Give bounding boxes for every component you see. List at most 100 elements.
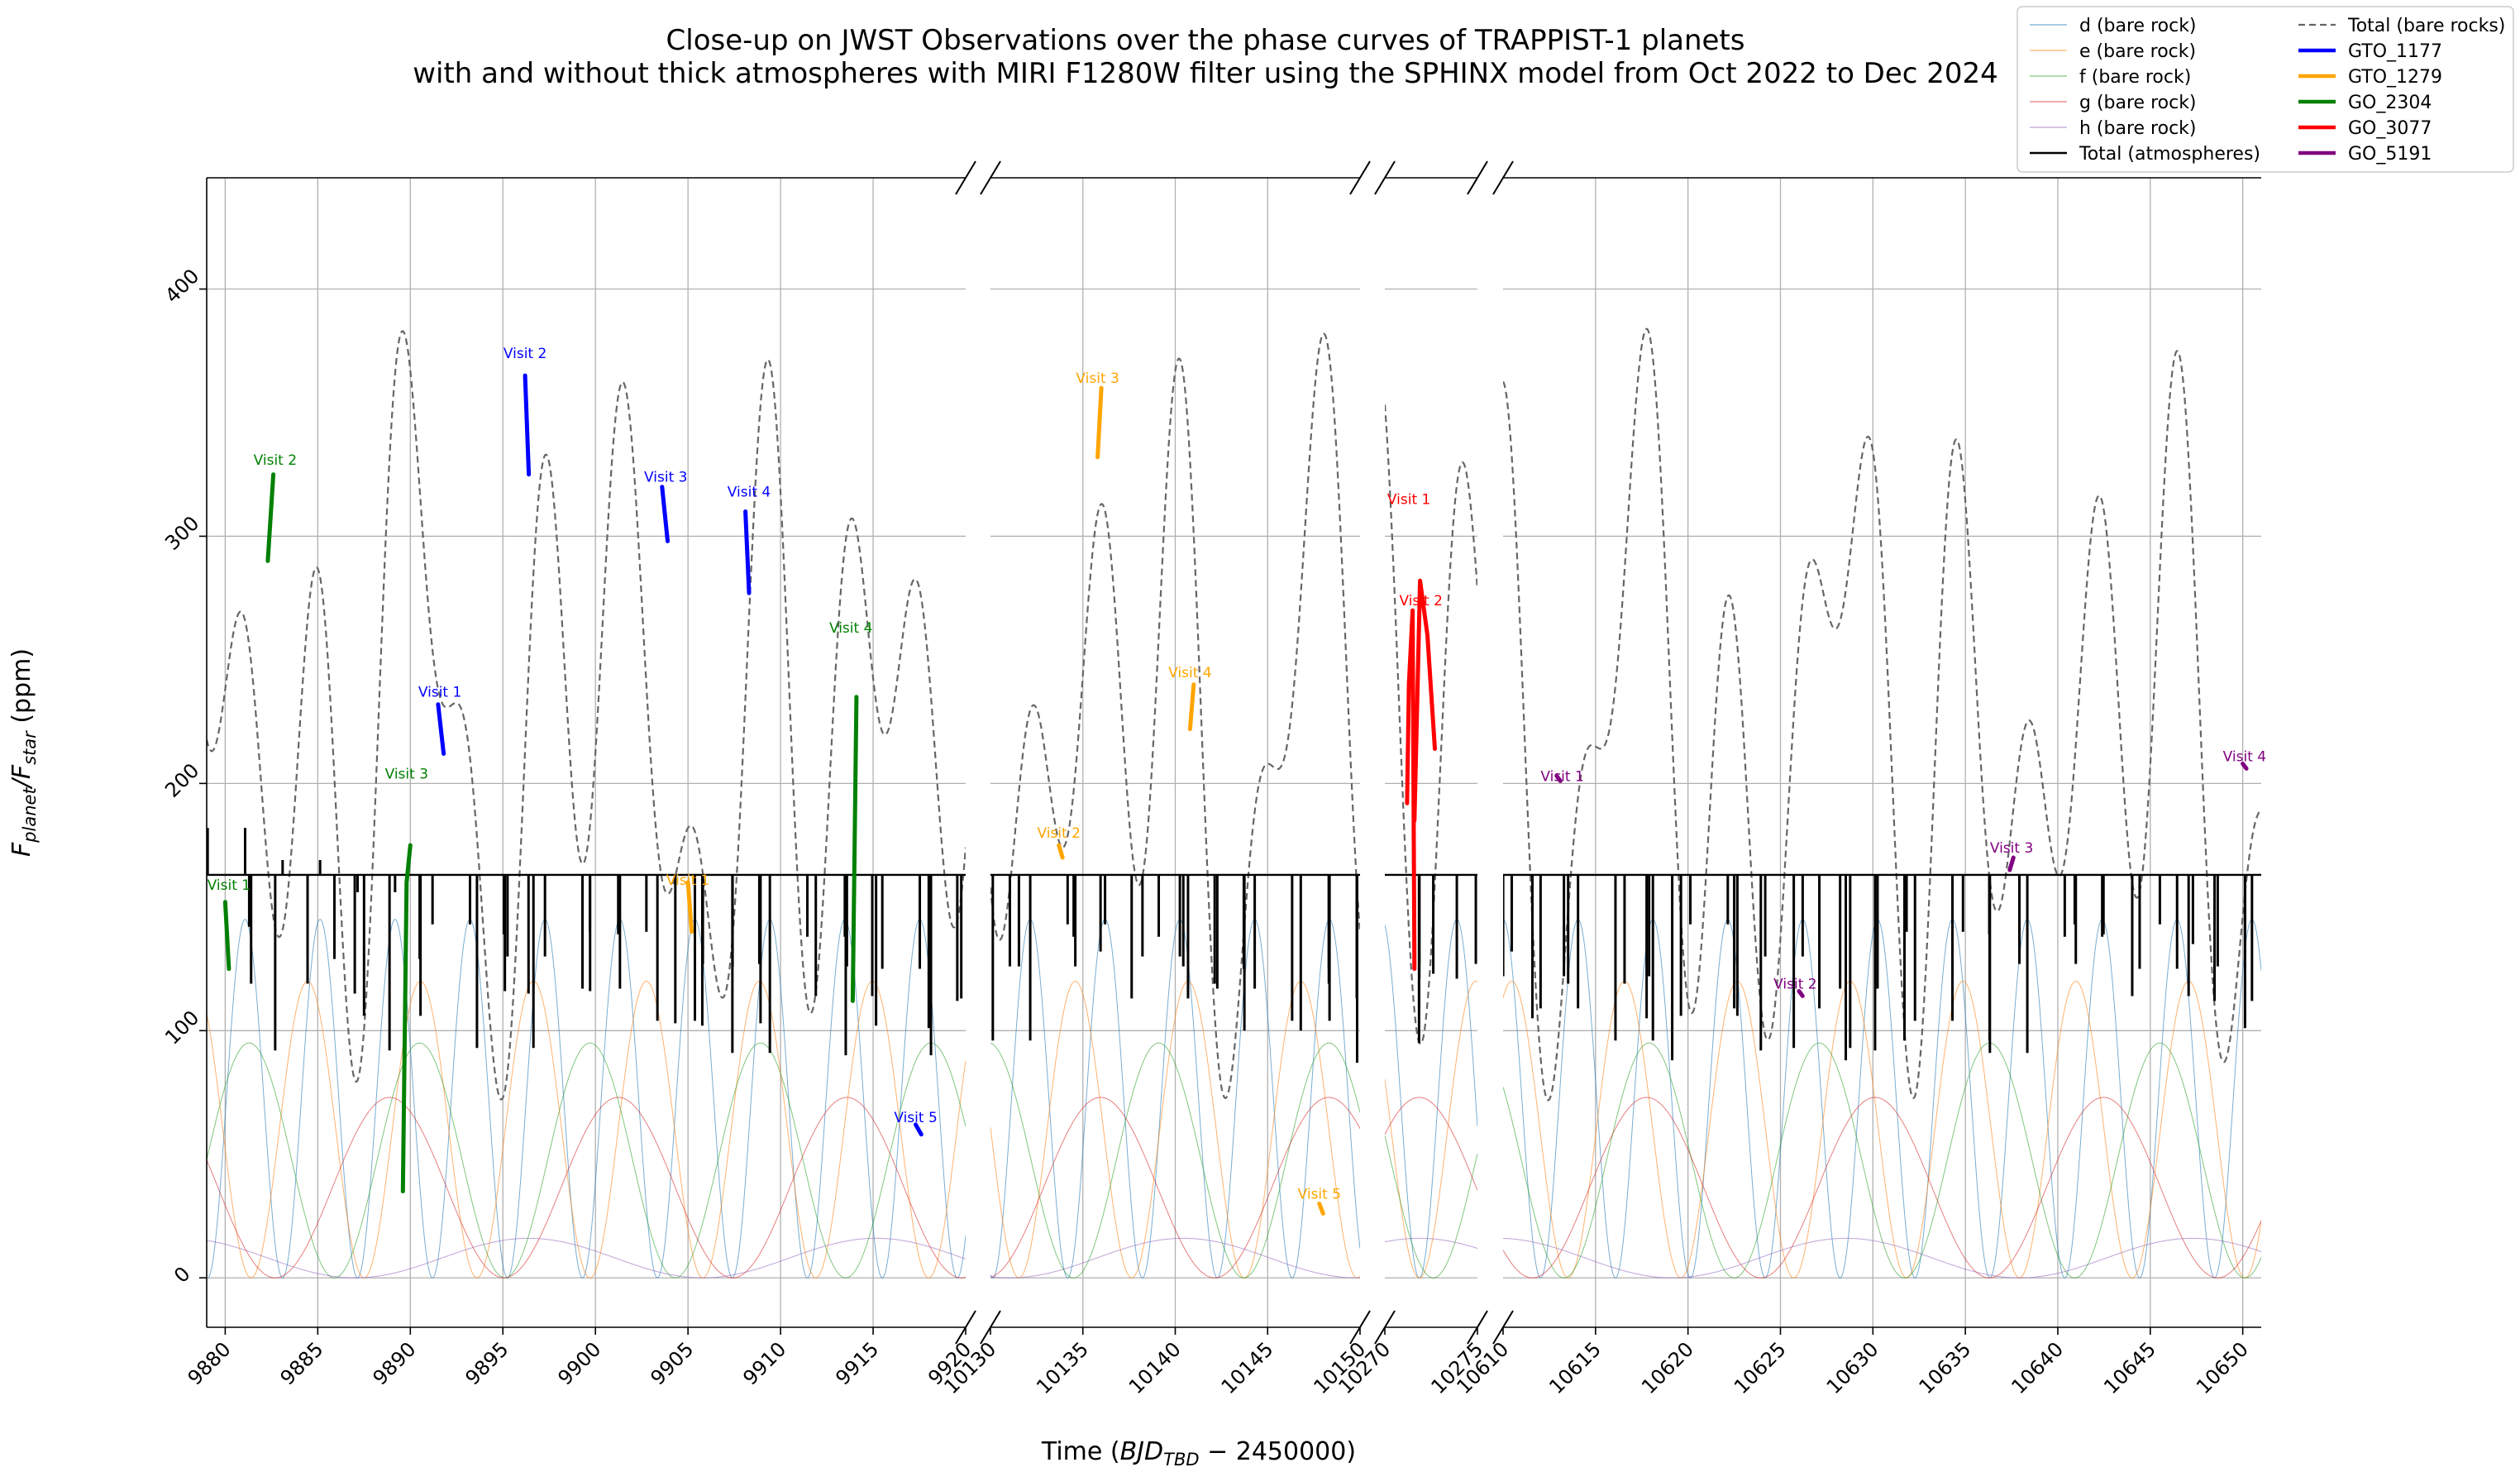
legend-label: GO_5191	[2348, 144, 2432, 165]
y-tick-label: 200	[160, 759, 203, 802]
title-line: Close-up on JWST Observations over the p…	[666, 24, 1745, 57]
visit-label: Visit 5	[1298, 1187, 1341, 1203]
planet-curve	[1385, 981, 1477, 1278]
x-tick-label: 9905	[646, 1337, 698, 1389]
planet-curve	[1385, 1097, 1477, 1191]
planet-curve	[207, 919, 966, 1278]
visit-label: Visit 2	[1037, 825, 1080, 842]
y-tick-label: 400	[160, 265, 203, 308]
legend-label: e (bare rock)	[2079, 41, 2196, 62]
legend-label: d (bare rock)	[2079, 16, 2197, 36]
visit-label: Visit 3	[1076, 370, 1119, 387]
observation-go_5191	[1797, 989, 1805, 998]
plot-area	[1385, 404, 1477, 1278]
observation-gto_1177	[660, 485, 670, 543]
chart-title: Close-up on JWST Observations over the p…	[413, 24, 1998, 90]
break-mark	[1374, 1310, 1396, 1345]
gridlines	[207, 178, 966, 1327]
observation-gto_1279	[1317, 1202, 1325, 1216]
total-bare-rocks-curve	[1503, 327, 2261, 1102]
legend-label: f (bare rock)	[2079, 67, 2191, 88]
visit-label: Visit 2	[254, 452, 297, 469]
planet-curve	[990, 919, 1360, 1278]
planet-curve	[207, 981, 966, 1278]
legend-label: h (bare rock)	[2079, 118, 2197, 139]
x-tick-label: 10645	[2099, 1337, 2160, 1398]
x-tick-label: 10640	[2007, 1337, 2068, 1398]
visit-label: Visit 3	[644, 470, 687, 486]
x-axis-title: Time (BJDTBD − 2450000)	[1041, 1437, 1356, 1470]
visit-label: Visit 1	[666, 872, 709, 889]
axis-break-marks	[955, 160, 1514, 1345]
x-tick-label: 9880	[184, 1337, 236, 1389]
break-mark	[955, 160, 976, 195]
observation-go_2304	[222, 900, 231, 972]
observation-gto_1279	[1187, 682, 1196, 732]
planet-curve	[990, 1042, 1360, 1278]
break-mark	[1349, 1310, 1371, 1345]
x-tick-label: 10140	[1124, 1337, 1186, 1398]
x-tick-label: 10135	[1032, 1337, 1093, 1398]
planet-curve	[1503, 1097, 2261, 1278]
observation-go_3077	[1412, 578, 1437, 823]
total-bare-rocks-curve	[207, 330, 966, 1101]
title-line: with and without thick atmospheres with …	[413, 57, 1998, 90]
x-tick-label: 10630	[1822, 1337, 1883, 1398]
visit-label: Visit 1	[418, 685, 461, 701]
x-tick-label: 9890	[369, 1337, 421, 1389]
break-mark	[980, 160, 1001, 195]
x-tick-label: 9885	[276, 1337, 328, 1389]
planet-curve	[1385, 919, 1477, 1278]
plot-area	[207, 330, 966, 1278]
plot-panels: Visit 1 Visit 2 Visit 3 Visit 4 Visit 1 Visit…	[160, 177, 2266, 1398]
gridlines	[990, 178, 1360, 1327]
break-mark	[1492, 160, 1514, 195]
observation-go_5191	[2241, 762, 2249, 771]
break-mark	[1467, 1310, 1488, 1345]
x-tick-label: 10625	[1730, 1337, 1791, 1398]
x-tick-label: 9915	[831, 1337, 883, 1389]
planet-curve	[1503, 919, 2261, 1278]
break-mark	[980, 1310, 1001, 1345]
observation-gto_1177	[914, 1122, 924, 1137]
observation-go_2304	[400, 843, 413, 1194]
observation-go_5191	[1554, 773, 1563, 783]
visit-label: Visit 3	[1990, 840, 2033, 857]
y-axis-label: Fplanet/Fstar (ppm)	[7, 648, 40, 857]
x-tick-label: 9910	[738, 1337, 790, 1389]
visit-label: Visit 2	[1399, 593, 1442, 609]
observation-go_2304	[265, 472, 276, 563]
planet-curve	[1385, 1237, 1477, 1249]
observation-go_2304	[850, 695, 859, 1003]
observation-gto_1177	[523, 373, 532, 477]
legend: d (bare rock) e (bare rock) f (bare rock) g…	[2016, 6, 2514, 173]
visit-label: Visit 2	[1773, 976, 1816, 992]
legend-label: Total (atmospheres)	[2079, 144, 2260, 165]
x-tick-label: 9900	[553, 1337, 605, 1389]
break-mark	[1492, 1310, 1514, 1345]
observation-gto_1177	[743, 509, 752, 595]
y-tick-label: 100	[160, 1006, 203, 1049]
visit-label: Visit 4	[829, 620, 872, 637]
x-tick-label: 10650	[2192, 1337, 2253, 1398]
visit-label: Visit 1	[208, 877, 251, 894]
x-tick-label: 9895	[461, 1337, 513, 1389]
spines: 10610 10615 10620 10625 10630 10635 10640 10645…	[1452, 177, 2261, 1398]
planet-curve	[1385, 1135, 1477, 1278]
break-mark	[1349, 160, 1371, 195]
observation-gto_1279	[1095, 385, 1104, 460]
visit-label: Visit 4	[1168, 665, 1211, 681]
x-tick-label: 10620	[1637, 1337, 1698, 1398]
planet-curve	[207, 1237, 966, 1278]
x-axis-label: Time (BJDTBD − 2450000)	[1041, 1437, 1356, 1470]
y-tick-label: 300	[160, 512, 203, 555]
planet-curve	[990, 1237, 1360, 1278]
observation-gto_1279	[685, 880, 694, 934]
planet-curve	[990, 1097, 1360, 1278]
panel-1: Visit 1 Visit 2 Visit 3 Visit 4 Visit 1 Visit…	[160, 177, 976, 1389]
legend-label: GO_3077	[2348, 118, 2432, 139]
total-bare-rocks-curve	[990, 332, 1360, 1099]
legend-label: g (bare rock)	[2079, 93, 2197, 113]
